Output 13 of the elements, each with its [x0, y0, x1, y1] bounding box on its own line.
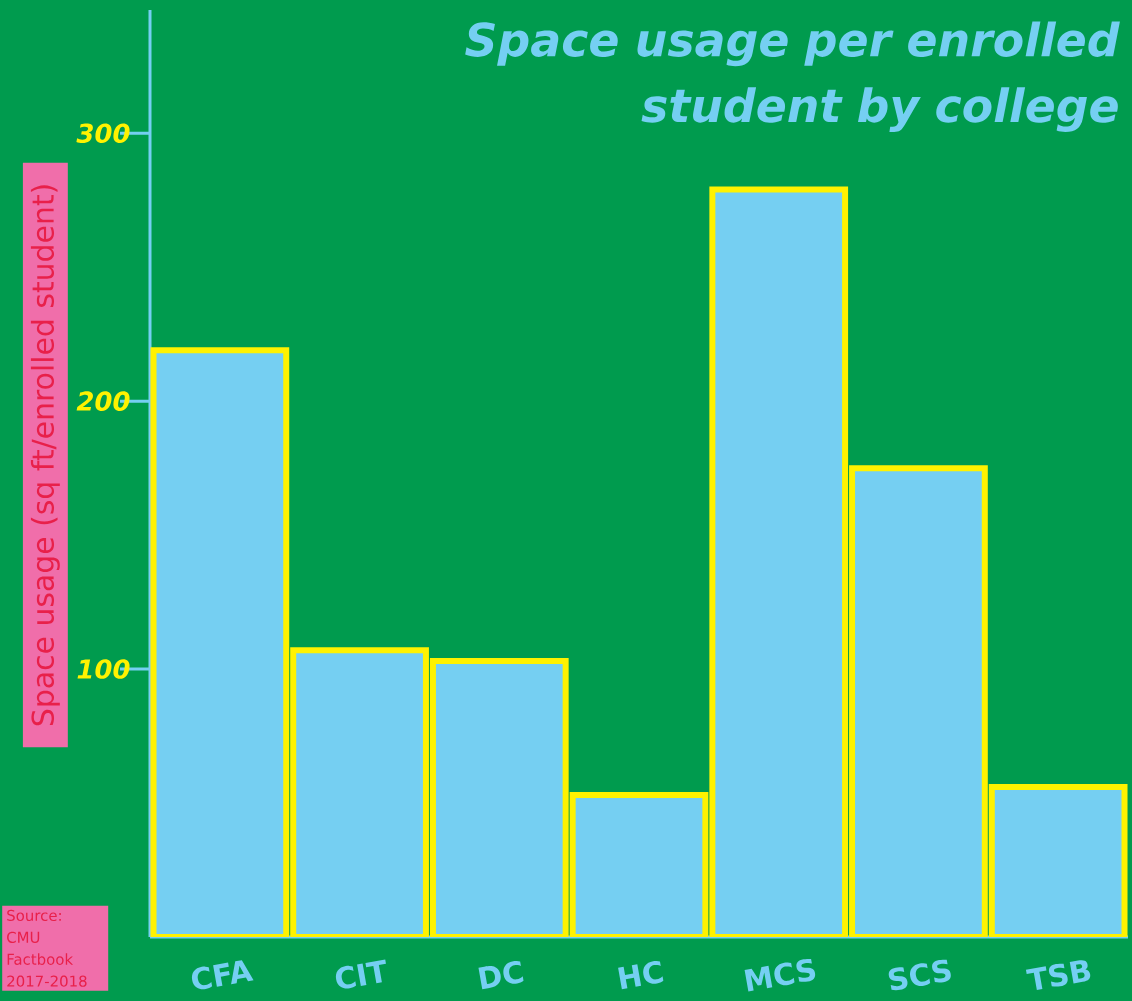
x-tick-label: CIT: [335, 959, 386, 989]
x-tick-label: CFA: [191, 960, 254, 990]
y-tick-label: 100: [77, 659, 130, 679]
x-tick-label: DC: [478, 960, 524, 990]
source-note: Source: CMU Factbook 2017-2018: [7, 909, 87, 987]
y-axis-title: Space usage (sq ft/enrolled student): [30, 185, 60, 726]
y-tick-label: 200: [76, 391, 130, 411]
y-tick-label: 300: [76, 123, 130, 144]
text: Space usage per enrolled student by college: [465, 21, 1120, 132]
x-tick-label: SCS: [888, 959, 951, 991]
x-tick-label: TSB: [1025, 960, 1091, 990]
x-tick-label: HC: [618, 960, 664, 990]
x-tick-label: MCS: [744, 958, 816, 992]
